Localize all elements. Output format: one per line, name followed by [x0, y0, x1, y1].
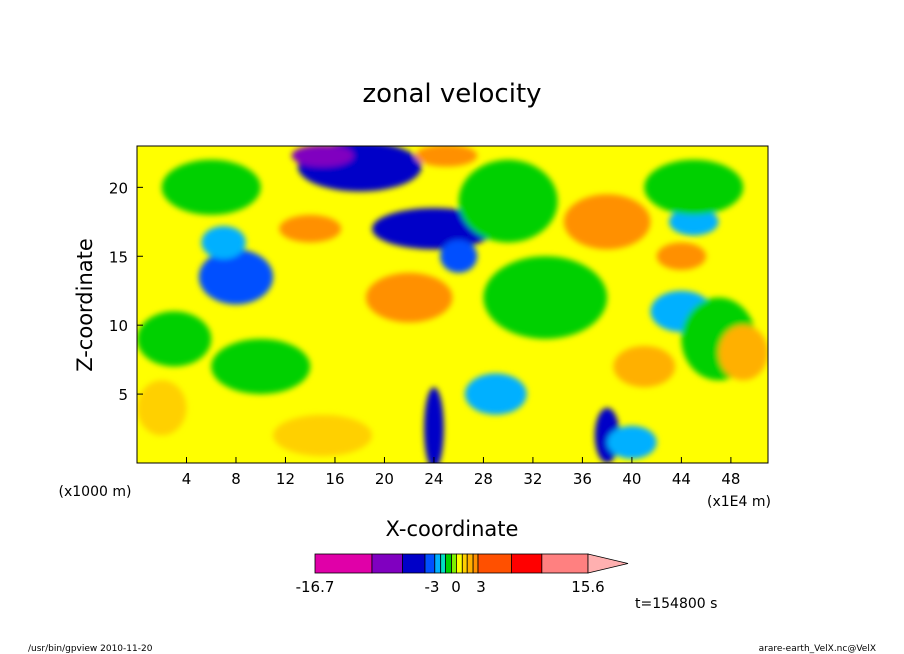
x-axis-label: X-coordinate [386, 517, 519, 541]
colorbar-swatch [472, 553, 479, 574]
field-region-8 [669, 208, 719, 236]
colorbar-swatch [477, 553, 512, 574]
colorbar-swatch [314, 553, 373, 574]
heatmap-field [137, 146, 768, 463]
x-tick-label: 40 [622, 470, 641, 488]
field-region-1 [291, 146, 354, 167]
colorbar-label: 15.6 [571, 578, 604, 596]
colorbar-swatch [511, 553, 543, 574]
colorbar-arrow [587, 553, 629, 574]
colorbar-label: 0 [451, 578, 461, 596]
colorbar-labels: -16.7 -3 0 3 15.6 [296, 578, 605, 596]
colorbar-label: -16.7 [296, 578, 335, 596]
field-region-20 [483, 256, 608, 339]
field-region-12 [415, 146, 478, 167]
colorbar-swatch [445, 553, 452, 574]
field-region-25 [137, 380, 187, 436]
x-tick-label: 20 [375, 470, 394, 488]
field-region-5 [440, 239, 478, 273]
field-region-11 [279, 214, 342, 243]
y-axis-label: Z-coordinate [73, 238, 97, 372]
colorbar-label: -3 [425, 578, 440, 596]
x-tick-label: 48 [721, 470, 740, 488]
y-tick-label: 5 [118, 386, 128, 404]
y-unit-label: (x1000 m) [59, 484, 132, 500]
field-region-22 [161, 159, 261, 215]
field-region-6 [464, 373, 527, 415]
field-region-4 [201, 225, 246, 260]
colorbar-swatch [456, 553, 463, 574]
x-tick-label: 28 [474, 470, 493, 488]
field-region-19 [211, 338, 311, 395]
colorbar-swatch [461, 553, 468, 574]
x-unit-label: (x1E4 m) [707, 494, 771, 510]
x-tick-label: 36 [573, 470, 592, 488]
field-region-23 [458, 159, 558, 243]
y-tick-label: 15 [109, 248, 128, 266]
colorbar-swatch [434, 553, 442, 574]
time-label: t=154800 s [635, 596, 717, 612]
colorbar-swatch [424, 553, 436, 574]
footer-right: arare-earth_VelX.nc@VelX [759, 644, 876, 654]
field-region-18 [137, 311, 212, 367]
field-region-15 [424, 387, 444, 463]
x-tick-label: 44 [672, 470, 691, 488]
field-region-14 [656, 242, 707, 271]
colorbar-swatch [541, 553, 589, 574]
colorbar-swatch [451, 553, 457, 574]
y-tick-label: 20 [109, 179, 128, 197]
x-tick-label: 4 [182, 470, 192, 488]
y-tick-label: 10 [109, 317, 128, 335]
chart-title: zonal velocity [362, 79, 541, 109]
field-region-3 [198, 249, 274, 305]
footer-left: /usr/bin/gpview 2010-11-20 [28, 644, 153, 654]
field-region-10 [365, 272, 453, 323]
x-tick-label: 12 [276, 470, 295, 488]
field-region-26 [273, 414, 373, 457]
x-axis: 4 8 12 16 20 24 28 32 36 40 44 48 [182, 457, 740, 488]
y-axis: 5 10 15 20 [109, 179, 143, 404]
plot-frame [136, 145, 769, 464]
x-tick-label: 16 [325, 470, 344, 488]
colorbar-swatch [466, 553, 474, 574]
field-region-17 [607, 425, 657, 459]
colorbar [314, 553, 629, 574]
x-tick-label: 24 [424, 470, 443, 488]
field-region-9 [563, 194, 651, 250]
x-tick-label: 32 [523, 470, 542, 488]
colorbar-swatch [440, 553, 447, 574]
colorbar-swatch [401, 553, 426, 574]
field-region-27 [718, 325, 768, 381]
x-tick-label: 8 [231, 470, 241, 488]
field-region-13 [613, 345, 676, 388]
colorbar-label: 3 [476, 578, 486, 596]
field-region-24 [644, 159, 744, 215]
colorbar-swatch [371, 553, 403, 574]
